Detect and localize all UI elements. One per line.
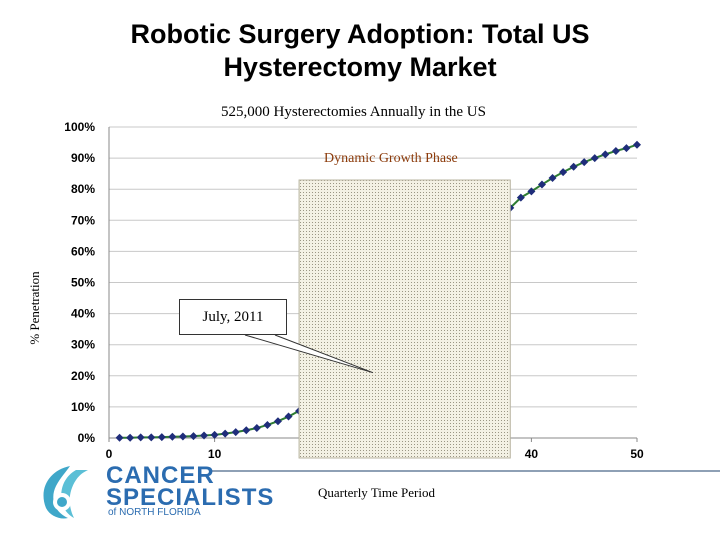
phase-label: Dynamic Growth Phase	[324, 151, 458, 166]
data-point	[601, 150, 610, 159]
data-point	[580, 158, 589, 167]
logo-text-specialists: SPECIALISTS	[106, 484, 275, 511]
footer-divider	[210, 470, 720, 472]
data-point	[284, 412, 293, 421]
data-point	[210, 430, 219, 439]
data-point	[273, 417, 282, 426]
x-tick-label: 10	[208, 447, 222, 461]
logo-text-region: of NORTH FLORIDA	[108, 507, 201, 518]
data-point	[221, 429, 230, 438]
title-line-1: Robotic Surgery Adoption: Total US	[130, 19, 590, 49]
company-logo: CANCER SPECIALISTS of NORTH FLORIDA	[32, 462, 273, 522]
title-line-2: Hysterectomy Market	[223, 52, 497, 82]
date-callout: July, 2011	[179, 299, 287, 335]
y-tick-label: 40%	[71, 307, 95, 321]
x-tick-label: 40	[525, 447, 539, 461]
data-point	[516, 193, 525, 202]
x-tick-label: 50	[630, 447, 644, 461]
y-tick-label: 20%	[71, 369, 95, 383]
data-point	[527, 187, 536, 196]
data-point	[611, 146, 620, 155]
data-point	[633, 140, 641, 149]
page-title: Robotic Surgery Adoption: Total US Hyste…	[0, 18, 720, 84]
data-point	[189, 432, 198, 441]
y-tick-label: 60%	[71, 244, 95, 258]
y-tick-label: 50%	[71, 276, 95, 290]
data-point	[115, 433, 124, 442]
callout-pointer	[244, 334, 374, 374]
data-point	[622, 144, 631, 153]
y-tick-label: 90%	[71, 151, 95, 165]
data-point	[168, 432, 177, 441]
data-point	[178, 432, 187, 441]
y-tick-label: 100%	[64, 120, 95, 134]
data-point	[231, 428, 240, 437]
y-tick-label: 0%	[78, 431, 96, 445]
data-point	[252, 424, 261, 433]
data-point	[136, 433, 145, 442]
ribbon-logo-icon	[43, 466, 88, 519]
logo-text-cancer: CANCER	[106, 462, 215, 489]
data-point	[126, 433, 135, 442]
data-point	[590, 154, 599, 163]
x-axis-label: Quarterly Time Period	[318, 485, 435, 500]
chart-subtitle: 525,000 Hysterectomies Annually in the U…	[221, 104, 486, 120]
data-point	[147, 433, 156, 442]
y-axis-label: % Penetration	[27, 271, 42, 345]
data-point	[200, 431, 209, 440]
data-point	[537, 180, 546, 189]
data-point	[569, 162, 578, 171]
data-point	[242, 426, 251, 435]
data-point	[548, 174, 557, 183]
data-point	[263, 420, 272, 429]
y-tick-label: 10%	[71, 400, 95, 414]
y-tick-label: 80%	[71, 182, 95, 196]
data-point	[559, 168, 568, 177]
data-point	[157, 433, 166, 442]
y-tick-label: 70%	[71, 213, 95, 227]
x-tick-label: 0	[106, 447, 113, 461]
y-tick-label: 30%	[71, 338, 95, 352]
dynamic-growth-region	[298, 179, 511, 459]
